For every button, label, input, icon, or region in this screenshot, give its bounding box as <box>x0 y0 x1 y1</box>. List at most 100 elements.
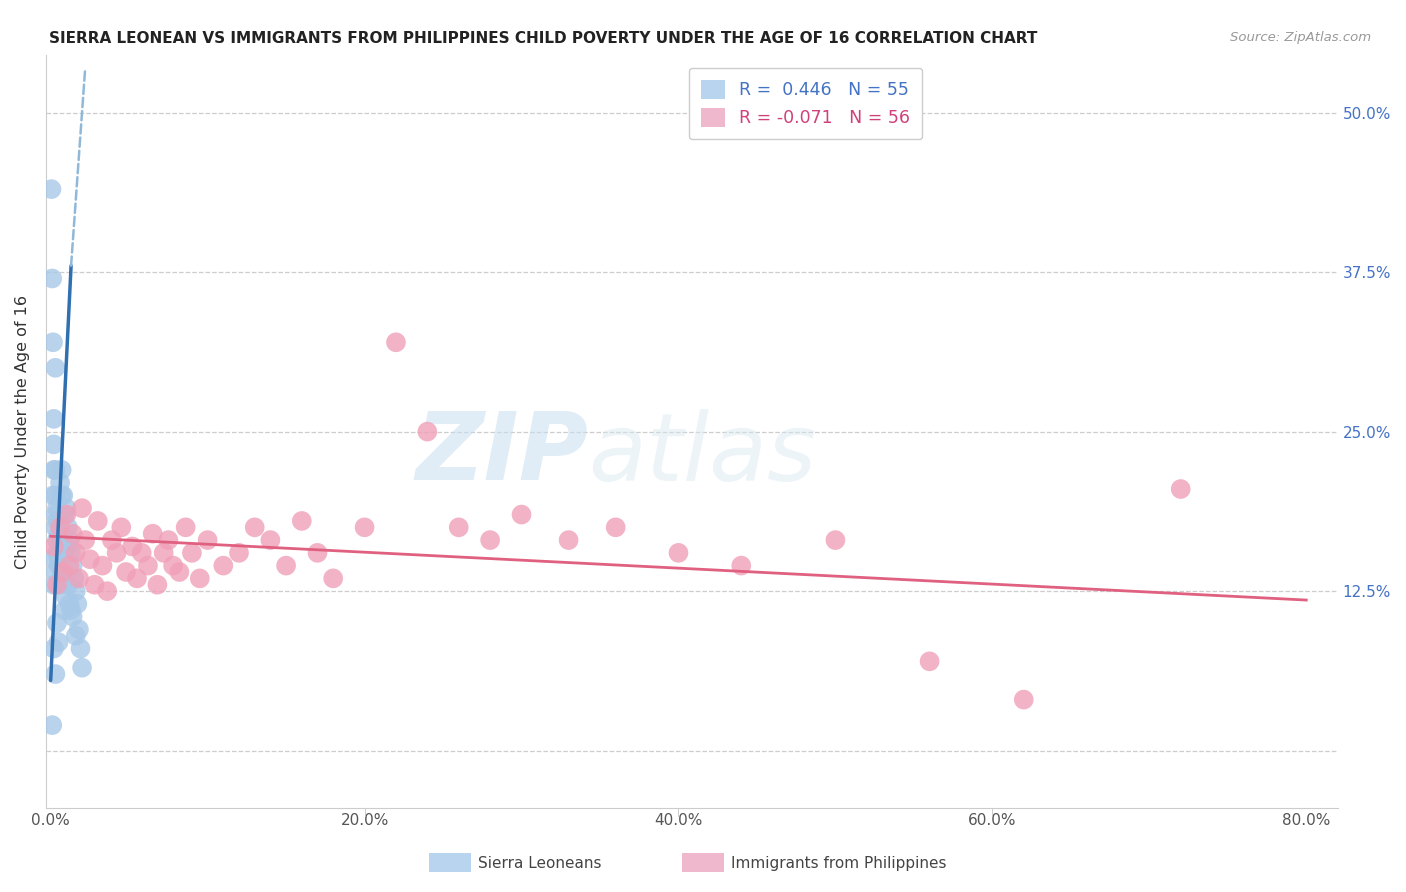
Point <box>1170 482 1192 496</box>
Point <box>110 520 132 534</box>
Point <box>188 571 211 585</box>
Point <box>42 437 65 451</box>
Point <box>41 182 63 196</box>
Y-axis label: Child Poverty Under the Age of 16: Child Poverty Under the Age of 16 <box>15 294 30 568</box>
Point <box>75 533 97 547</box>
Point <box>510 508 533 522</box>
Point <box>41 271 63 285</box>
Point <box>46 578 69 592</box>
Point <box>58 597 80 611</box>
Text: atlas: atlas <box>589 409 817 500</box>
Point <box>479 533 502 547</box>
Point <box>44 360 66 375</box>
Point <box>228 546 250 560</box>
Point <box>70 661 93 675</box>
Point <box>291 514 314 528</box>
Point <box>62 526 84 541</box>
Point <box>169 565 191 579</box>
Point <box>42 552 65 566</box>
Point <box>51 565 73 579</box>
Point <box>136 558 159 573</box>
Point <box>53 508 76 522</box>
Point <box>322 571 344 585</box>
Point <box>58 533 80 547</box>
Point <box>42 412 65 426</box>
Text: Immigrants from Philippines: Immigrants from Philippines <box>731 856 946 871</box>
Point <box>307 546 329 560</box>
Point <box>44 508 66 522</box>
Point <box>55 508 77 522</box>
Text: Sierra Leoneans: Sierra Leoneans <box>478 856 602 871</box>
Point <box>58 558 80 573</box>
Point <box>668 546 690 560</box>
Point <box>48 552 70 566</box>
Point <box>146 578 169 592</box>
Point <box>79 552 101 566</box>
Point <box>152 546 174 560</box>
Point <box>1012 692 1035 706</box>
Point <box>385 335 408 350</box>
Point <box>121 540 143 554</box>
Point <box>49 475 72 490</box>
Point <box>42 578 65 592</box>
Point <box>53 603 76 617</box>
Point <box>66 597 89 611</box>
Point <box>49 520 72 534</box>
Point <box>67 571 90 585</box>
Point <box>60 603 83 617</box>
Point <box>63 571 86 585</box>
Point <box>41 718 63 732</box>
Point <box>51 488 73 502</box>
Point <box>125 571 148 585</box>
Point <box>44 463 66 477</box>
Point <box>162 558 184 573</box>
Point <box>44 565 66 579</box>
Point <box>52 488 75 502</box>
Point <box>101 533 124 547</box>
Text: ZIP: ZIP <box>416 409 589 500</box>
Point <box>65 629 87 643</box>
Text: Source: ZipAtlas.com: Source: ZipAtlas.com <box>1230 31 1371 45</box>
Point <box>56 578 79 592</box>
Point <box>55 501 77 516</box>
Point <box>65 584 87 599</box>
Point <box>131 546 153 560</box>
Point <box>730 558 752 573</box>
Point <box>48 526 70 541</box>
Point <box>181 546 204 560</box>
Point <box>824 533 846 547</box>
Point <box>46 514 69 528</box>
Point <box>91 558 114 573</box>
Point <box>44 488 66 502</box>
Point <box>197 533 219 547</box>
Point <box>49 578 72 592</box>
Point <box>46 615 69 630</box>
Point <box>44 667 66 681</box>
Point <box>83 578 105 592</box>
Point <box>416 425 439 439</box>
Point <box>96 584 118 599</box>
Point <box>55 540 77 554</box>
Point <box>49 540 72 554</box>
Point <box>142 526 165 541</box>
Point <box>51 463 73 477</box>
Point <box>52 565 75 579</box>
Point <box>42 540 65 554</box>
Point <box>274 558 297 573</box>
Point <box>56 520 79 534</box>
Point <box>46 533 69 547</box>
Point <box>69 641 91 656</box>
Point <box>62 609 84 624</box>
Point <box>46 546 69 560</box>
Point <box>67 623 90 637</box>
Point <box>42 463 65 477</box>
Legend: R =  0.446   N = 55, R = -0.071   N = 56: R = 0.446 N = 55, R = -0.071 N = 56 <box>689 68 922 139</box>
Point <box>60 546 83 560</box>
Point <box>46 501 69 516</box>
Point <box>212 558 235 573</box>
Point <box>447 520 470 534</box>
Point <box>157 533 180 547</box>
Point <box>65 546 87 560</box>
Point <box>52 546 75 560</box>
Point <box>243 520 266 534</box>
